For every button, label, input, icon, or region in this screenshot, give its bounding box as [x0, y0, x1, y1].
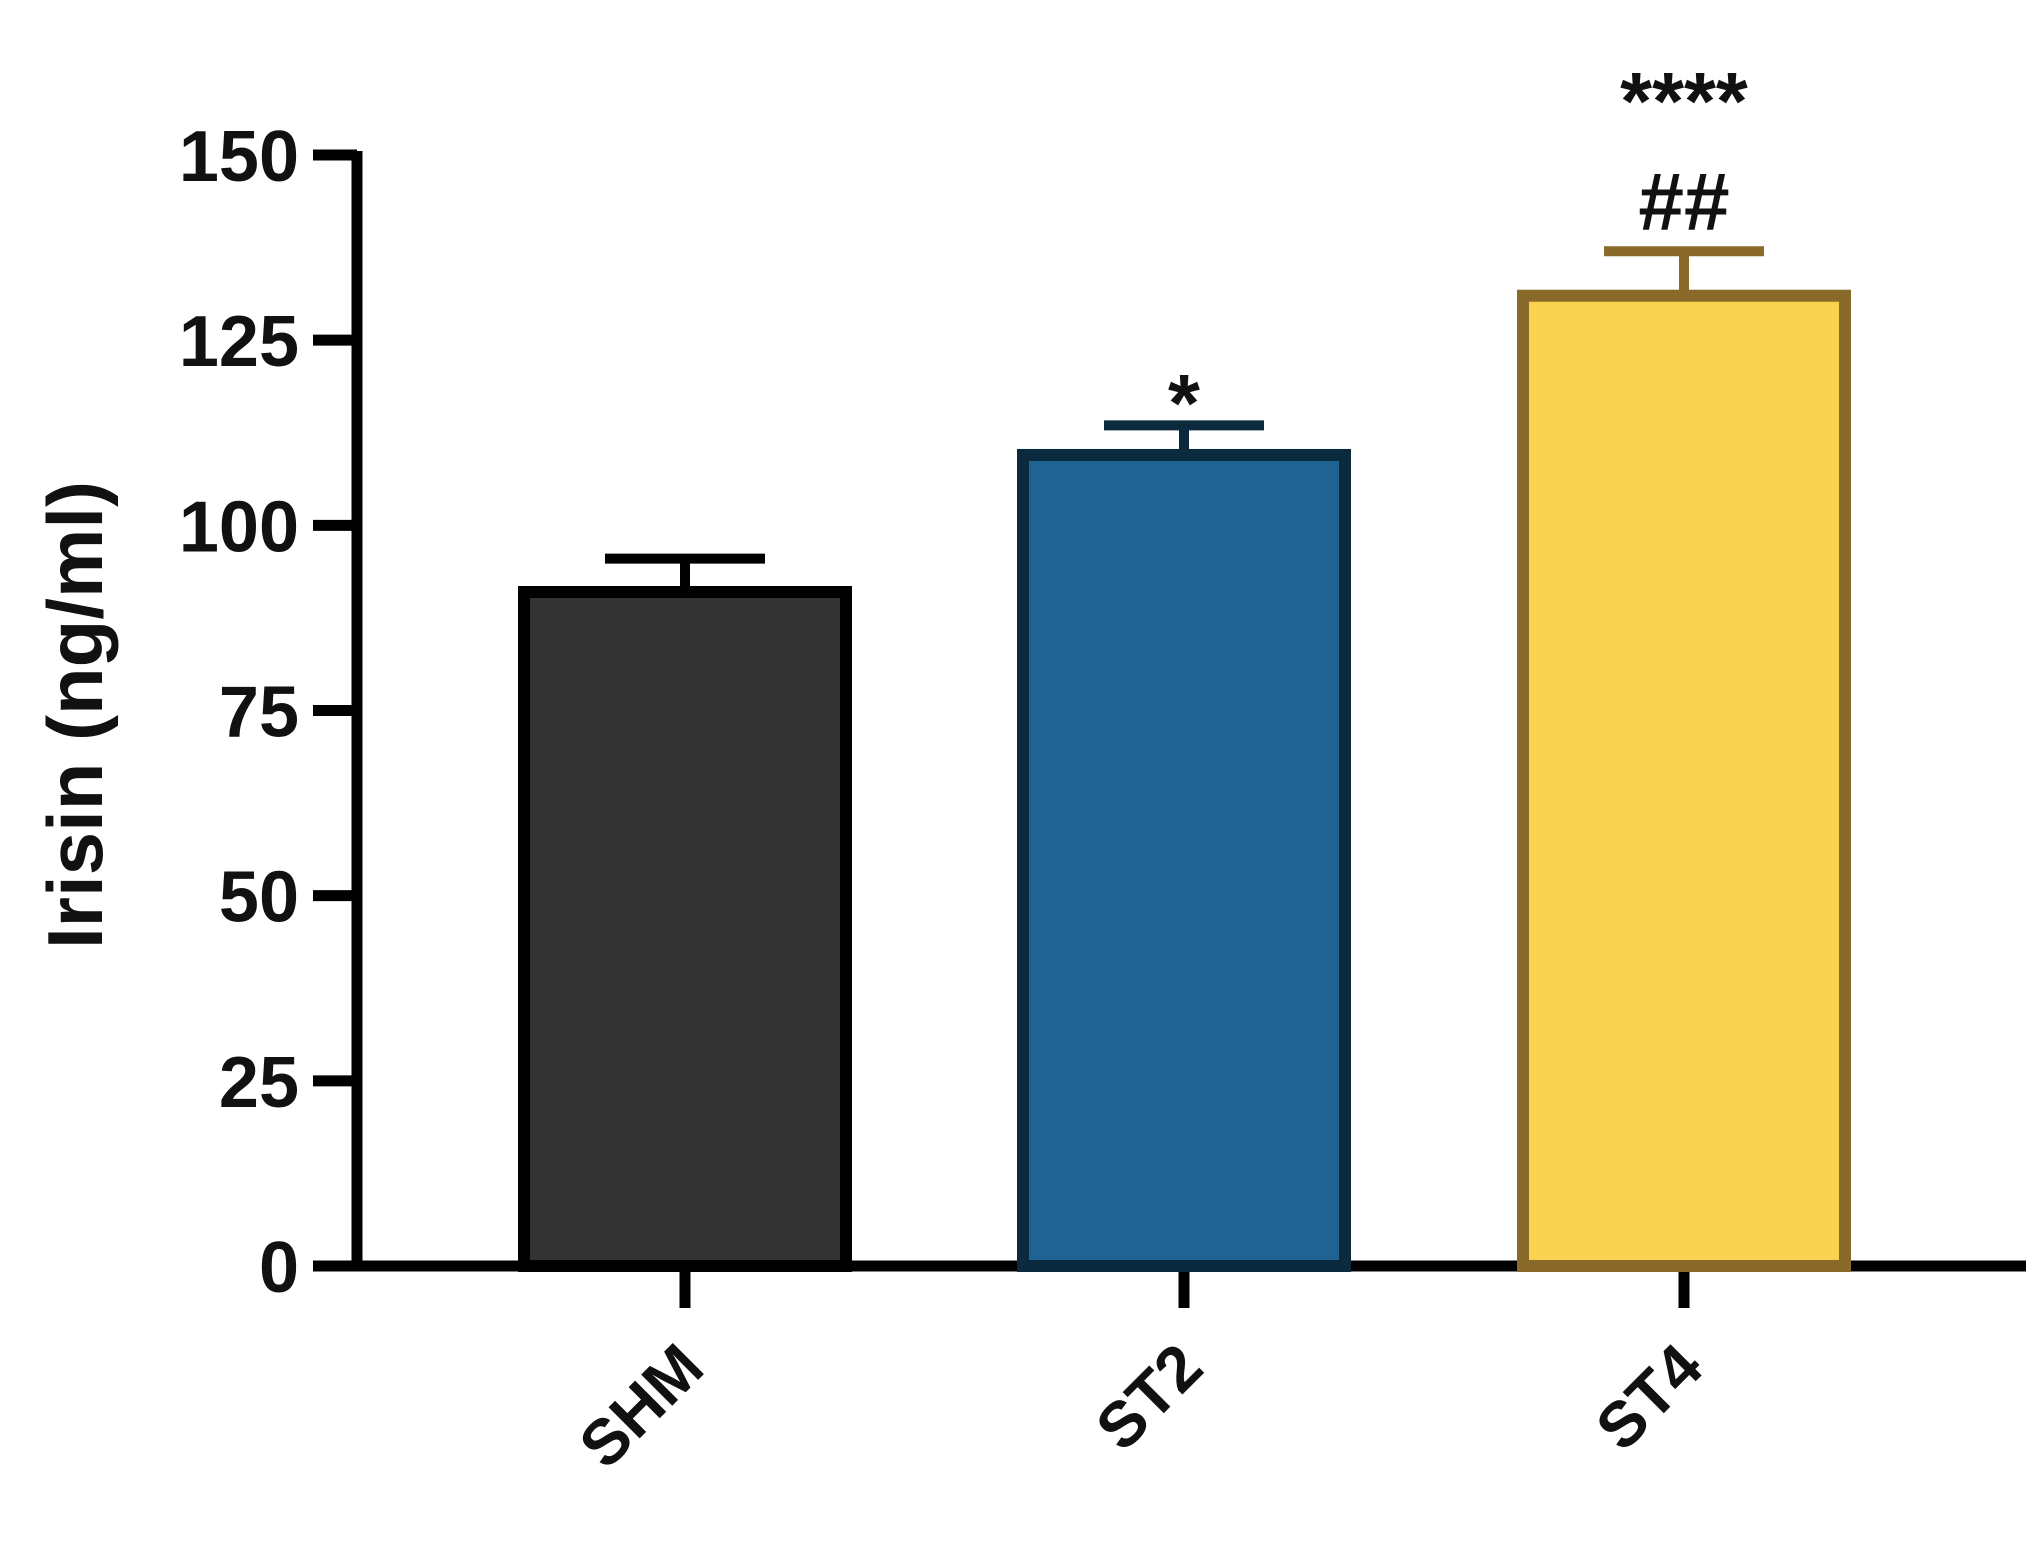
- y-tick-label: 25: [219, 1043, 299, 1123]
- category-label-shm: SHM: [565, 1330, 716, 1481]
- bar-st4: [1517, 289, 1851, 1272]
- category-label-st4: ST4: [1582, 1330, 1716, 1464]
- y-tick-label: 0: [259, 1228, 299, 1308]
- y-tick-label: 125: [179, 302, 299, 382]
- chart-bars: [518, 246, 1851, 1273]
- bar-st2: [1017, 448, 1351, 1273]
- significance-mark-st4: ##: [1638, 156, 1729, 247]
- y-axis-label: Irisin (ng/ml): [31, 481, 119, 949]
- category-label-st2: ST2: [1082, 1330, 1216, 1464]
- bar-shm: [518, 585, 852, 1272]
- significance-mark-st2: *: [1168, 358, 1200, 449]
- significance-mark-st4: ****: [1620, 56, 1748, 147]
- y-tick-label: 100: [179, 487, 299, 567]
- y-tick-label: 75: [219, 673, 299, 753]
- y-tick-label: 50: [219, 858, 299, 938]
- y-tick-label: 150: [179, 117, 299, 197]
